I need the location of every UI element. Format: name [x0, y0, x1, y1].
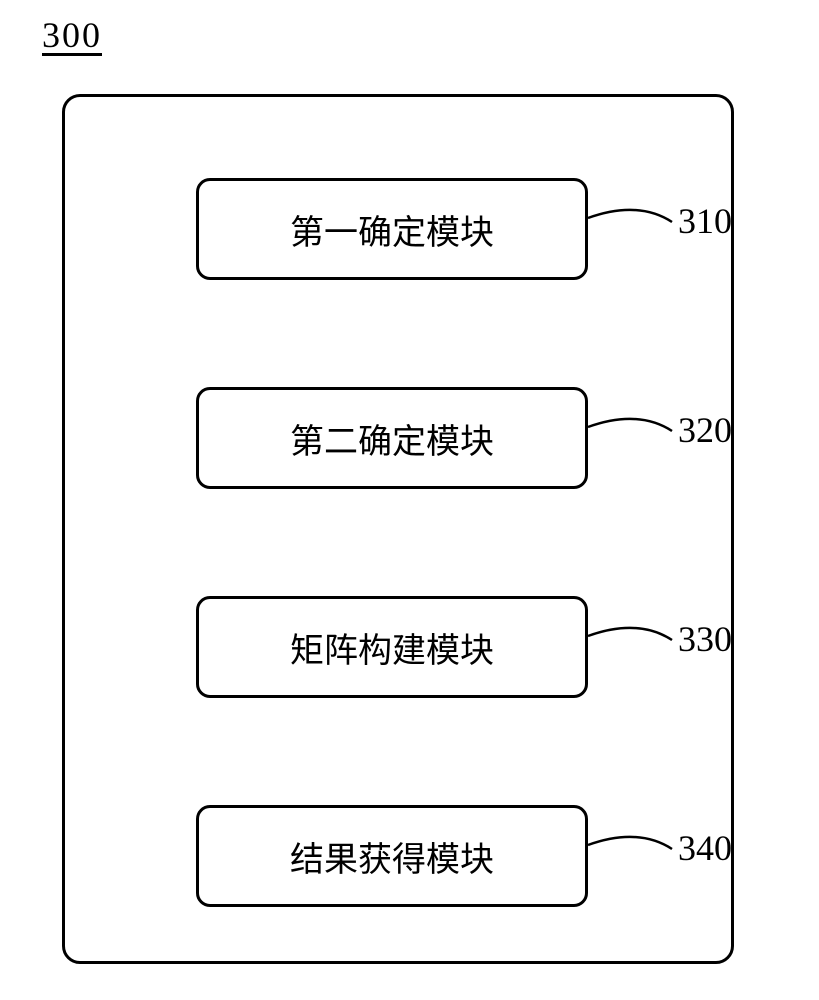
ref-340: 340 — [678, 827, 732, 869]
figure-number: 300 — [42, 14, 102, 56]
module-320: 第二确定模块 — [196, 387, 588, 489]
module-310: 第一确定模块 — [196, 178, 588, 280]
module-label: 结果获得模块 — [290, 832, 494, 881]
module-label: 第二确定模块 — [290, 414, 494, 463]
ref-310: 310 — [678, 200, 732, 242]
module-label: 第一确定模块 — [290, 205, 494, 254]
ref-330: 330 — [678, 618, 732, 660]
ref-320: 320 — [678, 409, 732, 451]
module-330: 矩阵构建模块 — [196, 596, 588, 698]
module-340: 结果获得模块 — [196, 805, 588, 907]
module-label: 矩阵构建模块 — [290, 623, 494, 672]
